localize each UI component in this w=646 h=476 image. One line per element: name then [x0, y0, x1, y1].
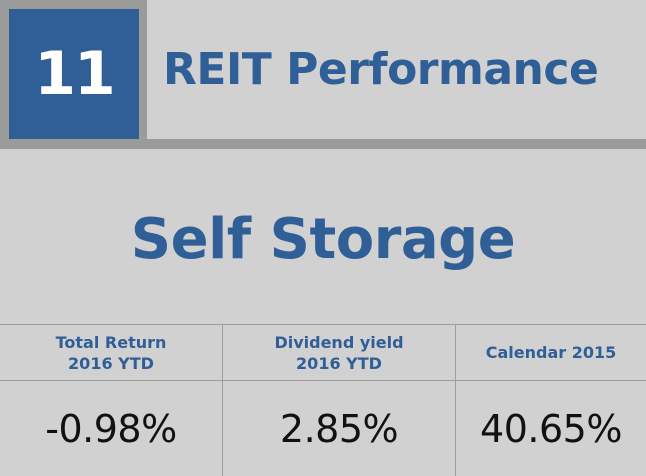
- column-header-line: 2016 YTD: [68, 353, 154, 373]
- number-badge: 11: [9, 9, 139, 139]
- row-divider: [0, 380, 646, 381]
- slide-number: 11: [34, 39, 115, 109]
- column-header-line: 2016 YTD: [296, 353, 382, 373]
- header-divider: [0, 139, 646, 149]
- number-badge-frame: 11: [0, 0, 147, 149]
- column-header-line: Total Return: [55, 332, 167, 352]
- page-title: REIT Performance: [163, 44, 599, 95]
- value-dividend-yield: 2.85%: [279, 406, 399, 451]
- stats-table: Total Return 2016 YTD Dividend yield 201…: [0, 324, 646, 476]
- value-calendar-2015: 40.65%: [480, 406, 622, 451]
- column-header-dividend-yield: Dividend yield 2016 YTD: [223, 325, 455, 380]
- column-header-line: Dividend yield: [274, 332, 404, 352]
- column-divider: [222, 325, 223, 476]
- category-title: Self Storage: [130, 207, 516, 272]
- column-header-total-return: Total Return 2016 YTD: [0, 325, 222, 380]
- column-divider: [455, 325, 456, 476]
- value-total-return: -0.98%: [45, 406, 177, 451]
- column-header-line: Calendar 2015: [485, 343, 617, 362]
- header: 11 REIT Performance: [0, 0, 646, 149]
- column-header-calendar-2015: Calendar 2015: [456, 325, 646, 380]
